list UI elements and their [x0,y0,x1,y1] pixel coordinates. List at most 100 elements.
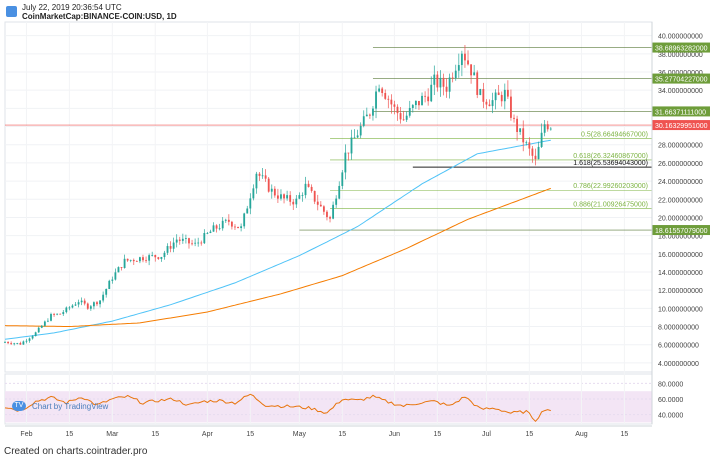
candle [473,64,476,76]
candle-body [485,101,488,105]
candle [197,237,200,247]
candle-body [445,86,448,92]
candle [424,91,427,103]
candle [522,120,525,152]
candle [329,215,331,223]
candle [402,110,405,121]
candle-body [540,132,543,147]
candle [22,340,25,345]
candle-body [482,88,485,102]
candle-body [243,213,246,227]
candle [390,94,393,114]
candle-body [307,183,310,187]
candle [316,194,319,211]
candle [418,100,420,110]
candle-body [543,124,546,133]
candle [255,171,258,194]
candle [132,258,135,265]
candle-body [430,84,433,102]
candle-body [172,242,175,249]
candle [442,73,445,96]
candle-body [47,320,49,322]
candle [53,312,55,317]
candle [264,169,267,182]
candle-body [362,116,365,126]
candle [408,100,411,118]
candle [126,258,129,262]
candle-body [209,231,212,233]
candle [494,89,497,110]
candle [301,192,304,202]
candle-body [347,152,350,154]
price-axis-tick: 10.000000000 [658,306,703,313]
candle [387,95,390,109]
candle-body [454,70,457,79]
candle [267,177,270,193]
candle-body [175,239,178,243]
candle [194,238,197,247]
candle-body [258,173,261,176]
candle [234,224,236,230]
chart-pin-icon[interactable] [6,6,17,17]
candle [347,152,350,161]
price-axis-tick: 14.000000000 [658,270,703,277]
candle [319,201,322,207]
price-level-label: 31.66371111000 [655,109,706,116]
candle-body [129,259,132,261]
candle [283,193,285,204]
candle-body [326,211,328,218]
candle-body [206,232,209,234]
candle [393,100,396,115]
candle-body [286,195,289,199]
x-axis-tick: 15 [246,431,254,438]
candle-body [427,96,430,102]
candle-body [516,118,519,132]
candle [353,129,356,139]
candle [181,233,184,244]
candle [304,176,307,199]
candle-body [457,65,460,71]
x-axis-tick: Apr [202,431,214,438]
candle [261,167,264,179]
candle-body [181,238,184,241]
x-axis-tick: Mar [106,431,119,438]
candle-body [298,195,301,199]
candle-body [184,238,187,239]
price-axis-tick: 38.000000000 [658,52,703,59]
candle [307,180,310,188]
candle-body [148,255,151,261]
candle [436,71,439,92]
candle-body [200,242,203,244]
candle [372,105,374,121]
tradingview-watermark[interactable]: TV Chart by TradingView [12,401,108,411]
candle [479,88,482,96]
candle-body [381,88,384,94]
candle-body [295,198,298,205]
candle [497,84,500,96]
candle [433,65,436,96]
candle [154,254,157,262]
candle-body [105,288,108,295]
candle [405,111,408,123]
candle-body [273,188,276,196]
price-level-label: 38.68963282000 [655,46,708,53]
candle [384,89,387,100]
candle [359,122,362,139]
candle-body [506,89,509,97]
price-level-badge [652,42,710,53]
candle-body [117,267,120,273]
candle-body [28,338,31,341]
candle [500,91,503,107]
tradingview-watermark-label: Chart by TradingView [32,401,109,411]
candle-body [467,60,469,65]
candle-body [411,105,414,108]
candle [28,337,31,343]
candle [50,312,52,322]
candle-body [194,242,197,244]
candle [510,89,512,121]
x-axis-tick: Aug [575,431,588,438]
candle-body [393,104,396,107]
x-axis-tick: 15 [621,431,629,438]
candle [86,302,89,310]
